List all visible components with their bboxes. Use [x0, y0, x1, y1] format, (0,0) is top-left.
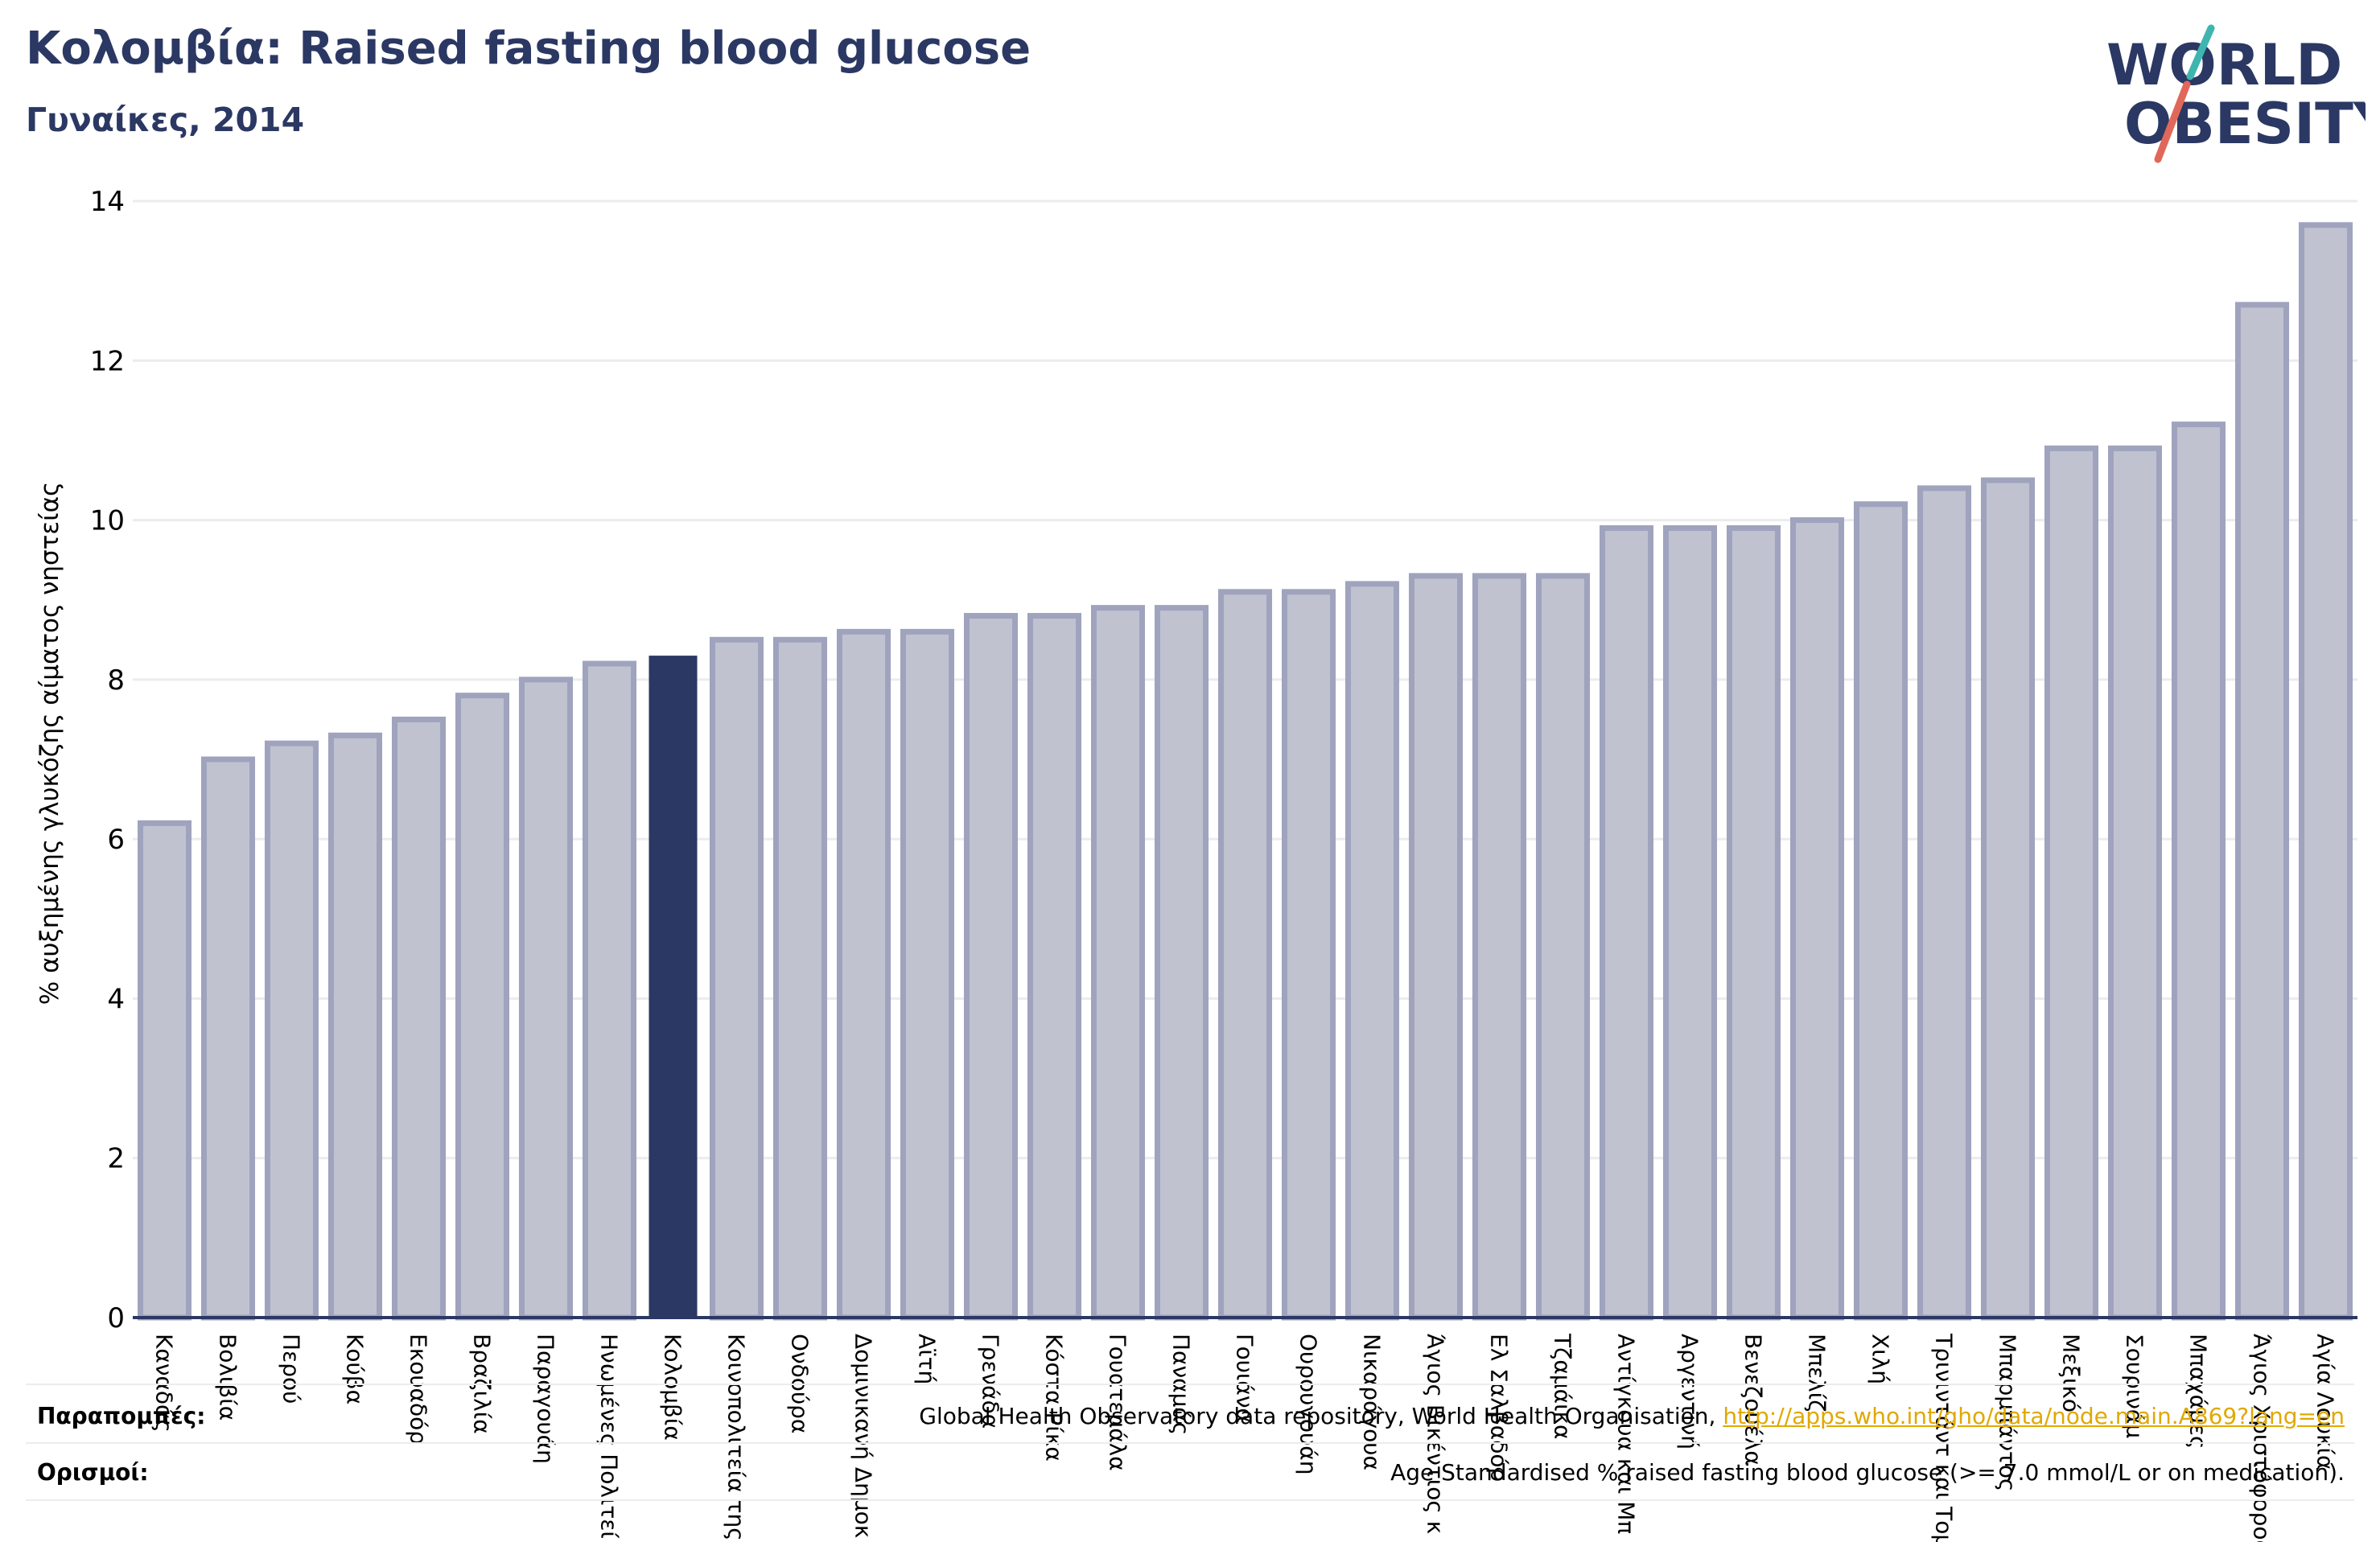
x-tick-label: Περού	[278, 1334, 305, 1404]
y-tick-label: 6	[107, 824, 125, 856]
footer-divider-bottom	[26, 1499, 2354, 1501]
x-tick-label: Γρενάδα	[978, 1334, 1004, 1429]
bar	[455, 693, 510, 1321]
x-tick-label: Ηνωμένες Πολιτεί	[596, 1334, 623, 1539]
bar	[836, 628, 891, 1321]
y-tick-labels: 0 2 4 6 8 10 12 14	[90, 186, 125, 1334]
bar	[582, 660, 637, 1321]
bar	[963, 613, 1019, 1321]
footer-notes-link[interactable]: http://apps.who.int/gho/data/node.main.A…	[1723, 1403, 2345, 1429]
x-tick-label: Κόστα Ρίκα	[1041, 1334, 1068, 1462]
x-tick-label: Μεξικό	[2058, 1334, 2085, 1412]
bar	[137, 820, 192, 1321]
x-tick-label: Κούβα	[342, 1334, 369, 1404]
bar	[1980, 477, 2036, 1321]
bar	[1853, 501, 1909, 1321]
y-tick-label: 8	[107, 664, 125, 697]
x-tick-label: Άγιος Χριστόφορος	[2249, 1334, 2275, 1542]
bar	[518, 676, 574, 1321]
x-tick-label: Νικαράγουα	[1359, 1334, 1386, 1470]
footer-divider-top	[26, 1384, 2354, 1385]
x-tick-label: Βενεζουέλα	[1740, 1334, 1767, 1466]
bar	[1408, 573, 1464, 1321]
y-tick-label: 12	[90, 345, 125, 377]
bar	[1917, 485, 1972, 1321]
bar	[1154, 605, 1209, 1321]
y-tick-label: 4	[107, 983, 125, 1015]
bar	[264, 740, 319, 1321]
footer-notes-label: Παραπομπές:	[37, 1403, 206, 1429]
logo-line1: WORLD	[2106, 32, 2342, 98]
bar	[1217, 589, 1273, 1321]
chart-subtitle: Γυναίκες, 2014	[26, 101, 305, 139]
bar	[1472, 573, 1527, 1321]
bar	[1789, 517, 1845, 1321]
footer-notes-text: Global Health Observatory data repositor…	[919, 1403, 2345, 1429]
bar	[1535, 573, 1591, 1321]
y-tick-label: 10	[90, 505, 125, 537]
logo-slash-bottom	[2154, 80, 2191, 163]
x-tick-label: Καναδάς	[151, 1334, 178, 1433]
x-tick-label: Τζαμάικα	[1550, 1333, 1576, 1440]
x-tick-label: Ελ Σαλβαδόρ	[1486, 1334, 1513, 1482]
bar	[2298, 222, 2353, 1321]
y-tick-label: 2	[107, 1143, 125, 1175]
bar	[1344, 581, 1400, 1321]
footer-notes-source: Global Health Observatory data repositor…	[919, 1403, 1723, 1429]
bar	[2107, 445, 2163, 1321]
y-tick-label: 14	[90, 186, 125, 218]
y-axis-label: % αυξημένης γλυκόζης αίματος νηστείας	[35, 482, 64, 1005]
x-tick-label: Μπελίζ	[1804, 1334, 1830, 1412]
x-tick-label: Εκουαδόρ	[406, 1334, 432, 1445]
logo-slash-top	[2186, 24, 2215, 80]
bar	[327, 732, 383, 1321]
x-tick-label: Μπαχάμες	[2185, 1334, 2212, 1449]
x-tick-label: Κοινοπολιτεία της	[723, 1334, 750, 1541]
bar	[200, 756, 256, 1321]
footer-divider-middle	[26, 1442, 2354, 1444]
bar	[2044, 445, 2099, 1321]
x-tick-label: Παραγουάη	[533, 1334, 559, 1464]
bar	[772, 636, 828, 1321]
x-tick-label: Χιλή	[1867, 1334, 1894, 1384]
x-tick-label: Δομινικανή Δημοκ	[850, 1334, 877, 1538]
world-obesity-logo: WORLD OBESITY	[2106, 24, 2366, 163]
x-tick-label: Κολομβία	[660, 1334, 686, 1441]
bar	[709, 636, 764, 1321]
bar	[1027, 613, 1082, 1321]
x-tick-label: Ουρουγουάη	[1295, 1334, 1322, 1474]
bar	[1662, 524, 1718, 1321]
y-tick-label: 0	[107, 1302, 125, 1334]
x-tick-labels: Καναδάς Βολιβία Περού Κούβα Εκουαδόρ Βραζιλία…	[151, 1333, 2339, 1542]
x-tick-label: Γουατεμάλα	[1105, 1334, 1131, 1471]
footer-definitions-label: Ορισμοί:	[37, 1459, 149, 1486]
bar	[2234, 302, 2290, 1321]
x-tick-label: Μπαρμπάντος	[1995, 1334, 2021, 1491]
bar	[1090, 605, 1146, 1321]
bar	[2171, 421, 2226, 1321]
x-tick-label: Βολιβία	[215, 1334, 241, 1421]
x-tick-label: Τρινιντάντ και Τομ	[1931, 1333, 1958, 1542]
bar-highlighted	[649, 656, 698, 1318]
x-tick-label: Άγιος Βικέντιος κ	[1423, 1334, 1449, 1534]
bars	[137, 222, 2353, 1321]
bar	[1281, 589, 1336, 1321]
bar	[391, 716, 447, 1321]
chart-title: Κολομβία: Raised fasting blood glucose	[26, 23, 1031, 75]
x-tick-label: Αντίγκουα και Μπ	[1613, 1334, 1640, 1534]
footer-definitions-text: Age Standardised % raised fasting blood …	[1390, 1459, 2345, 1486]
bar	[1726, 524, 1781, 1321]
x-tick-label: Αϊτή	[914, 1334, 941, 1384]
bar	[1599, 524, 1654, 1321]
bar	[900, 628, 955, 1321]
x-tick-label: Σουρινάμ	[2122, 1334, 2148, 1438]
x-tick-label: Αργεντινή	[1677, 1334, 1703, 1449]
x-tick-label: Αγία Λουκία	[2312, 1334, 2339, 1470]
x-tick-label: Γουιάνα	[1232, 1334, 1258, 1423]
